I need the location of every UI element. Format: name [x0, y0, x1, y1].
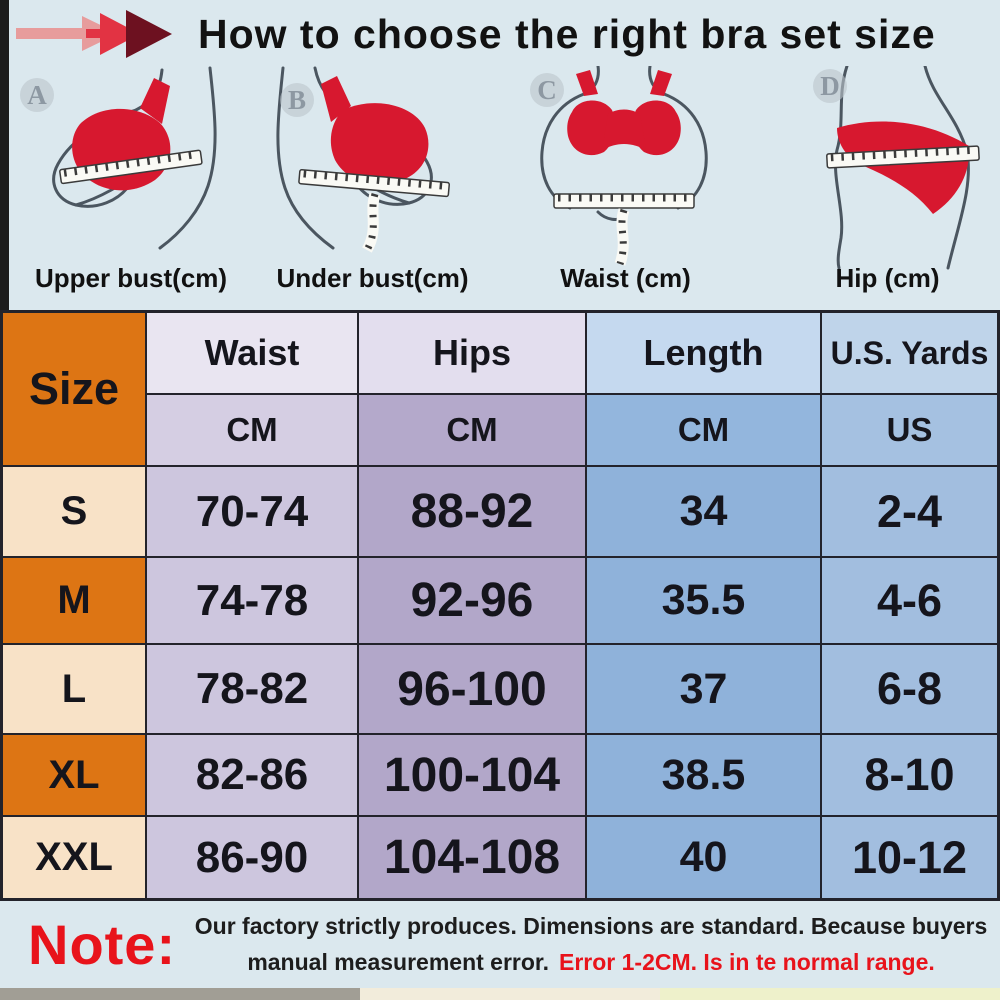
- figure-caption: Hip (cm): [835, 263, 940, 293]
- table-unit-hips: CM: [359, 395, 585, 465]
- table-size-s: S: [3, 467, 145, 556]
- step-badge: A: [20, 78, 54, 112]
- table-cell: 86-90: [147, 817, 357, 898]
- size-table: Size Waist Hips Length U.S. Yards CM CM …: [0, 310, 1000, 901]
- under-bust-illustration: [276, 66, 450, 253]
- figure-caption: Upper bust(cm): [34, 263, 228, 293]
- table-corner-size-header: Size: [3, 313, 145, 465]
- note-label: Note:: [28, 913, 177, 976]
- bottom-image-sliver: [0, 988, 1000, 1000]
- step-badge: B: [280, 83, 314, 117]
- left-edge-bar: [0, 0, 9, 310]
- table-cell: 70-74: [147, 467, 357, 556]
- upper-bust-illustration: [52, 66, 217, 250]
- table-size-xl: XL: [3, 735, 145, 815]
- table-cell: 8-10: [822, 735, 997, 815]
- table-cell: 88-92: [359, 467, 585, 556]
- figure-caption: Waist (cm): [560, 263, 691, 293]
- table-cell: 2-4: [822, 467, 997, 556]
- table-cell: 4-6: [822, 558, 997, 643]
- table-size-xxl: XXL: [3, 817, 145, 898]
- table-cell: 100-104: [359, 735, 585, 815]
- table-header-us-yards: U.S. Yards: [822, 313, 997, 393]
- table-cell: 82-86: [147, 735, 357, 815]
- table-cell: 74-78: [147, 558, 357, 643]
- note-line-2: manual measurement error. Error 1-2CM. Is…: [190, 945, 992, 981]
- table-cell: 78-82: [147, 645, 357, 733]
- figure-under-bust: B Under bust(cm): [255, 62, 490, 296]
- table-header-hips: Hips: [359, 313, 585, 393]
- note-line-2-red: Error 1-2CM. Is in te normal range.: [559, 948, 935, 975]
- table-cell: 6-8: [822, 645, 997, 733]
- table-cell: 40: [587, 817, 820, 898]
- table-cell: 34: [587, 467, 820, 556]
- step-badge: D: [813, 69, 847, 103]
- note-line-2-black: manual measurement error.: [247, 948, 549, 975]
- table-size-l: L: [3, 645, 145, 733]
- table-cell: 38.5: [587, 735, 820, 815]
- table-unit-waist: CM: [147, 395, 357, 465]
- figure-hip: D Hip (cm): [785, 62, 990, 296]
- table-cell: 10-12: [822, 817, 997, 898]
- table-unit-length: CM: [587, 395, 820, 465]
- measurement-figures: A Upper bust(cm) B: [0, 62, 1000, 302]
- note-section: Note: Our factory strictly produces. Dim…: [0, 901, 1000, 988]
- table-header-length: Length: [587, 313, 820, 393]
- title-row: How to choose the right bra set size: [14, 6, 936, 62]
- table-unit-us: US: [822, 395, 997, 465]
- table-cell: 104-108: [359, 817, 585, 898]
- figure-caption: Under bust(cm): [276, 263, 469, 293]
- figure-waist: C Waist (cm): [498, 62, 753, 296]
- step-badge: C: [530, 73, 564, 107]
- table-size-m: M: [3, 558, 145, 643]
- page-title: How to choose the right bra set size: [198, 10, 936, 57]
- table-cell: 92-96: [359, 558, 585, 643]
- table-cell: 96-100: [359, 645, 585, 733]
- waist-illustration: [540, 66, 708, 266]
- table-cell: 35.5: [587, 558, 820, 643]
- table-header-waist: Waist: [147, 313, 357, 393]
- hip-illustration: [826, 66, 980, 270]
- table-cell: 37: [587, 645, 820, 733]
- note-text: Our factory strictly produces. Dimension…: [176, 909, 1000, 980]
- triple-arrow-icon: [16, 10, 172, 58]
- figure-upper-bust: A Upper bust(cm): [12, 62, 250, 296]
- note-line-1: Our factory strictly produces. Dimension…: [194, 912, 988, 939]
